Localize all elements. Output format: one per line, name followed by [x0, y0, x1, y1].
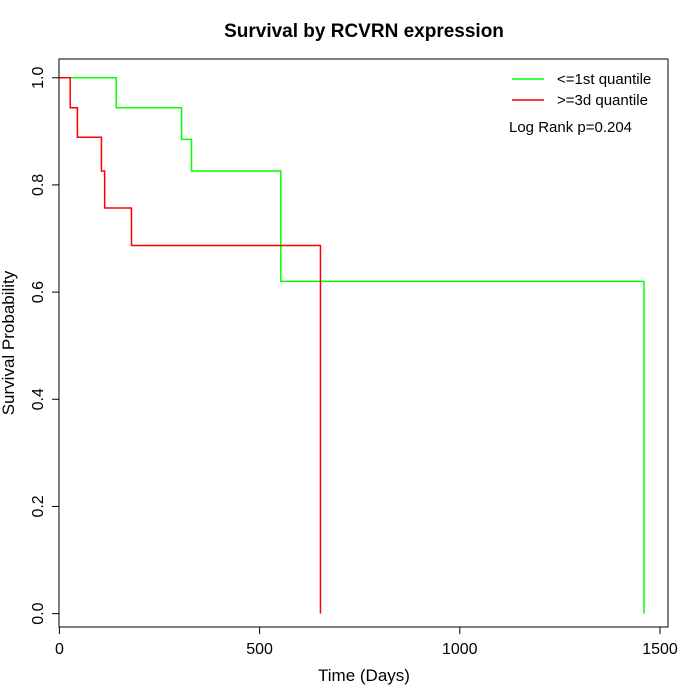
x-tick-label: 500: [246, 641, 273, 658]
x-axis: 0 500 1000 1500: [55, 627, 678, 658]
y-tick-label: 0.2: [30, 495, 47, 517]
x-tick-label: 1000: [442, 641, 478, 658]
x-tick-label: 0: [55, 641, 64, 658]
y-axis-label: Survival Probability: [0, 270, 18, 415]
y-tick-label: 1.0: [30, 67, 47, 89]
y-tick-label: 0.4: [30, 388, 47, 410]
plot-frame: [58, 58, 669, 628]
survival-curve-low-quantile: [59, 77, 645, 614]
legend-label-low-quantile: <=1st quantile: [557, 71, 651, 88]
survival-curve-high-quantile: [59, 77, 322, 614]
legend: <=1st quantile >=3d quantile: [512, 71, 651, 109]
x-tick-label: 1500: [642, 641, 678, 658]
y-tick-label: 0.8: [30, 174, 47, 196]
x-axis-label: Time (Days): [318, 666, 410, 685]
y-tick-label: 0.6: [30, 281, 47, 303]
legend-label-high-quantile: >=3d quantile: [557, 92, 648, 109]
y-tick-label: 0.0: [30, 602, 47, 624]
survival-curves: [59, 77, 645, 614]
y-axis: 0.0 0.2 0.4 0.6 0.8 1.0: [30, 67, 59, 625]
chart-title: Survival by RCVRN expression: [224, 21, 504, 42]
log-rank-annotation: Log Rank p=0.204: [509, 119, 632, 136]
